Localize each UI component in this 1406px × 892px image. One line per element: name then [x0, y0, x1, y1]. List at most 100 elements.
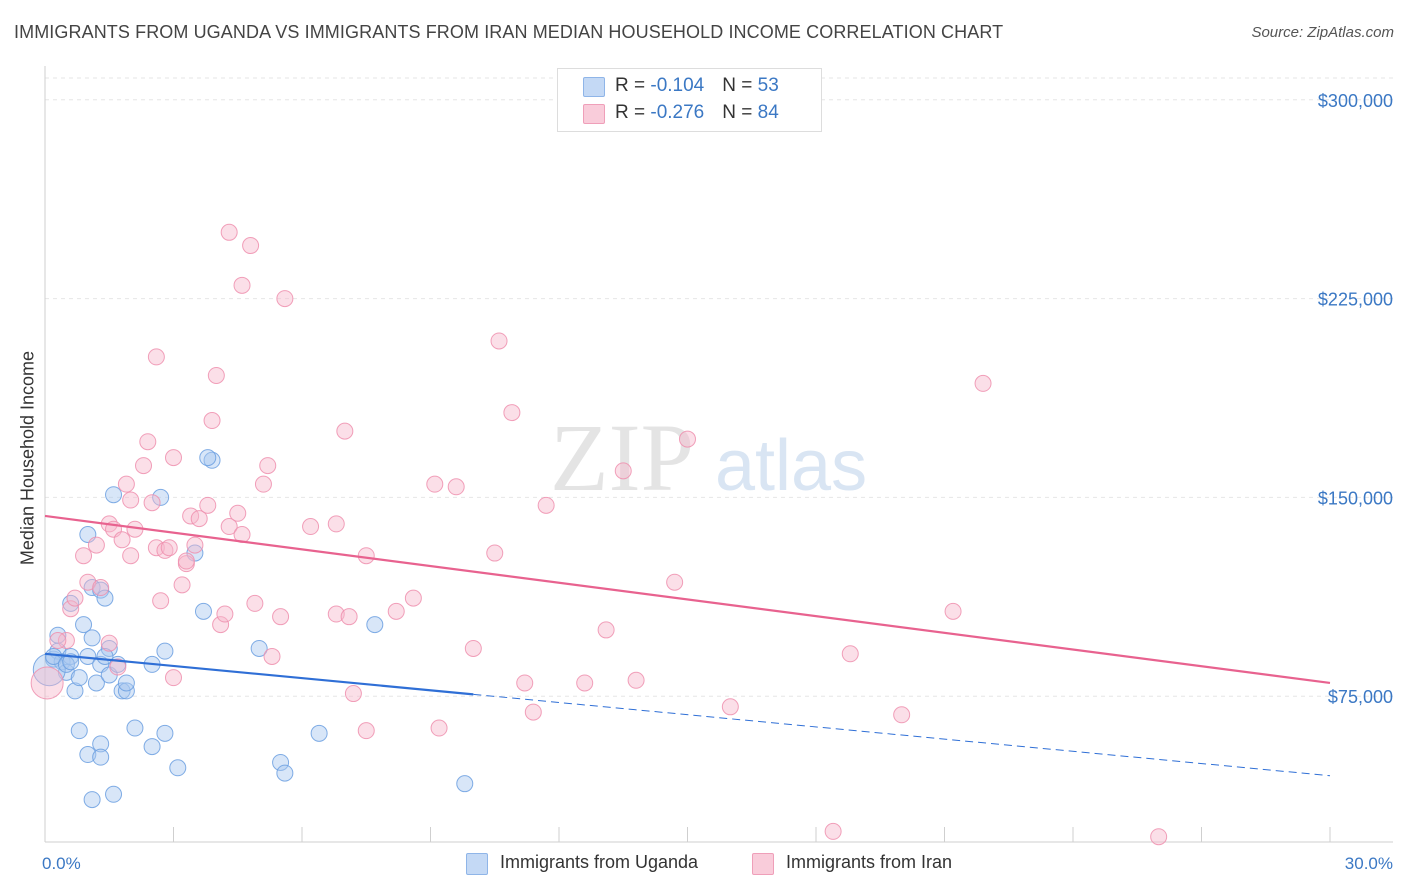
iran-point [143, 494, 161, 512]
iran-point [841, 645, 859, 663]
y-tick-labels: $75,000 $150,000 $225,000 $300,000 [1318, 91, 1393, 707]
uganda-trend-extension [473, 693, 1331, 777]
iran-point [974, 374, 992, 392]
iran-point [503, 404, 521, 422]
uganda-point [66, 682, 84, 700]
uganda-point [70, 722, 88, 740]
iran-point [233, 276, 251, 294]
bottom-legend-swatch-iran [752, 853, 774, 875]
uganda-point [83, 791, 101, 809]
y-axis-label: Median Household Income [17, 350, 38, 566]
y-tick-label: $150,000 [1318, 488, 1393, 508]
uganda-point [49, 626, 67, 644]
uganda-point [105, 486, 123, 504]
y-tick-label: $75,000 [1328, 687, 1393, 707]
uganda-point [169, 759, 187, 777]
iran-point [576, 674, 594, 692]
uganda-point [70, 669, 88, 687]
uganda-point [310, 724, 328, 742]
iran-point [246, 594, 264, 612]
iran-point [276, 290, 294, 308]
iran-point [447, 478, 465, 496]
legend-n-value: 84 [757, 102, 779, 123]
iran-point [152, 592, 170, 610]
iran-point [122, 491, 140, 509]
iran-point [336, 422, 354, 440]
iran-point [259, 457, 277, 475]
iran-point [944, 602, 962, 620]
uganda-point [199, 449, 217, 467]
iran-point [66, 589, 84, 607]
iran-point [486, 544, 504, 562]
iran-point [614, 462, 632, 480]
iran-point [117, 475, 135, 493]
iran-point [627, 671, 645, 689]
uganda-point [156, 642, 174, 660]
iran-point [893, 706, 911, 724]
uganda-point [105, 785, 123, 803]
uganda-point [79, 746, 97, 764]
uganda-point [366, 616, 384, 634]
watermark-atlas: atlas [715, 426, 867, 506]
iran-point [92, 579, 110, 597]
iran-trend-line [44, 514, 1331, 685]
source-label: Source: ZipAtlas.com [1251, 24, 1394, 41]
iran-point [340, 608, 358, 626]
trend-lines [44, 514, 1331, 777]
iran-point [113, 531, 131, 549]
correlation-legend: R = -0.104 N = 53 R = -0.276 N = 84 [557, 68, 822, 132]
uganda-point [113, 682, 131, 700]
iran-point [357, 722, 375, 740]
iran-point [203, 412, 221, 430]
iran-point [173, 576, 191, 594]
iran-point [49, 632, 67, 650]
iran-point [199, 496, 217, 514]
uganda-point [250, 639, 268, 657]
iran-point [254, 475, 272, 493]
iran-point [516, 674, 534, 692]
iran-point [824, 822, 842, 840]
uganda-point [194, 602, 212, 620]
uganda-point [117, 674, 135, 692]
y-tick-label: $225,000 [1318, 290, 1393, 310]
iran-point [30, 666, 64, 700]
uganda-point [143, 738, 161, 756]
iran-point [327, 515, 345, 533]
uganda-point [83, 629, 101, 647]
uganda-point [276, 764, 294, 782]
iran-point [357, 547, 375, 565]
bottom-legend-swatch-uganda [466, 853, 488, 875]
uganda-point [75, 616, 93, 634]
iran-point [177, 552, 195, 570]
iran-point [160, 539, 178, 557]
uganda-point [152, 488, 170, 506]
axes [44, 66, 1393, 843]
legend-r-label: R = [615, 75, 651, 96]
uganda-point [272, 753, 290, 771]
legend-n-label: N = [722, 102, 758, 123]
iran-point [597, 621, 615, 639]
legend-r-value: -0.104 [650, 75, 705, 96]
iran-point [426, 475, 444, 493]
legend-n-value: 53 [757, 75, 779, 96]
uganda-point [456, 775, 474, 793]
uganda-point [87, 674, 105, 692]
iran-point [327, 605, 345, 623]
iran-point [524, 703, 542, 721]
chart-title: IMMIGRANTS FROM UGANDA VS IMMIGRANTS FRO… [14, 22, 1004, 42]
bottom-legend-label-uganda: Immigrants from Uganda [500, 852, 699, 872]
legend-n-label: N = [722, 75, 758, 96]
iran-point [302, 518, 320, 536]
iran-point [139, 433, 157, 451]
bottom-legend-label-iran: Immigrants from Iran [786, 852, 953, 872]
iran-point [220, 223, 238, 241]
iran-point [216, 605, 234, 623]
iran-point [537, 496, 555, 514]
iran-point [100, 634, 118, 652]
iran-point [387, 602, 405, 620]
iran-point [721, 698, 739, 716]
iran-point [147, 348, 165, 366]
iran-points [30, 223, 1168, 846]
iran-point [75, 547, 93, 565]
